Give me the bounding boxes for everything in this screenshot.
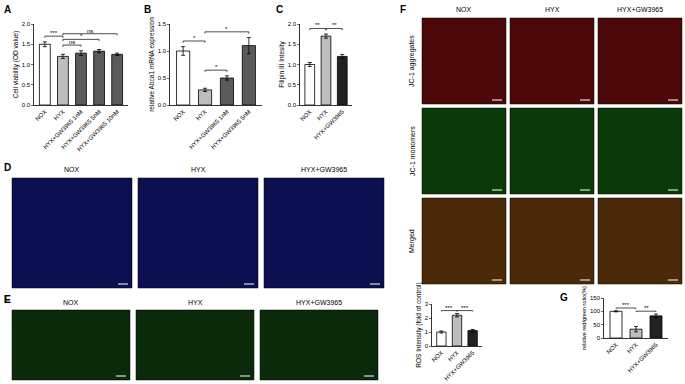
svg-text:NOX: NOX xyxy=(173,109,186,122)
svg-text:E: E xyxy=(4,294,11,305)
svg-text:HYX: HYX xyxy=(626,342,639,355)
svg-text:*: * xyxy=(215,64,218,70)
svg-text:HYX+GW3965: HYX+GW3965 xyxy=(443,349,476,382)
svg-text:Cell viability (OD value): Cell viability (OD value) xyxy=(12,31,20,99)
svg-text:HYX+GW3965: HYX+GW3965 xyxy=(296,299,342,306)
svg-text:0.5: 0.5 xyxy=(288,82,297,88)
svg-text:2.0: 2.0 xyxy=(22,21,31,27)
svg-text:F: F xyxy=(400,4,406,15)
svg-text:2: 2 xyxy=(425,315,429,321)
svg-text:2.0: 2.0 xyxy=(288,21,297,27)
svg-text:JC-1 monomers: JC-1 monomers xyxy=(409,126,416,176)
svg-text:HYX: HYX xyxy=(316,109,329,122)
svg-text:relative red/green ratio(%): relative red/green ratio(%) xyxy=(581,286,587,350)
svg-text:0.0: 0.0 xyxy=(22,102,31,108)
svg-text:*: * xyxy=(193,35,196,41)
svg-text:NOX: NOX xyxy=(64,166,80,173)
svg-text:1.5: 1.5 xyxy=(158,21,167,27)
svg-text:HYX+GW3965 1nM: HYX+GW3965 1nM xyxy=(188,109,230,151)
svg-text:***: *** xyxy=(445,305,453,311)
svg-text:NOX: NOX xyxy=(34,109,47,122)
svg-text:1.0: 1.0 xyxy=(288,62,297,68)
svg-text:HYX: HYX xyxy=(188,299,203,306)
svg-text:***: *** xyxy=(461,305,469,311)
svg-text:1.0: 1.0 xyxy=(158,48,167,54)
svg-text:HYX+GW3965 1nM: HYX+GW3965 1nM xyxy=(42,109,84,151)
svg-text:1: 1 xyxy=(425,329,429,335)
svg-text:0: 0 xyxy=(425,343,429,349)
svg-text:50: 50 xyxy=(593,322,600,328)
svg-text:HYX: HYX xyxy=(545,6,560,13)
svg-text:HYX+GW3965 5nM: HYX+GW3965 5nM xyxy=(60,109,102,151)
svg-text:***: *** xyxy=(50,30,58,36)
svg-text:*: * xyxy=(225,26,228,32)
svg-text:*: * xyxy=(80,33,83,39)
svg-text:0.5: 0.5 xyxy=(158,75,167,81)
svg-text:HYX+GW3965: HYX+GW3965 xyxy=(617,6,663,13)
svg-text:ns: ns xyxy=(69,39,75,45)
svg-text:C: C xyxy=(276,4,283,15)
svg-text:1.5: 1.5 xyxy=(288,41,297,47)
svg-text:HYX+GW3965 5nM: HYX+GW3965 5nM xyxy=(210,109,252,151)
svg-text:***: *** xyxy=(622,302,630,308)
svg-text:3: 3 xyxy=(425,301,429,307)
svg-text:HYX+GW3965 10nM: HYX+GW3965 10nM xyxy=(76,109,120,153)
svg-text:Merged: Merged xyxy=(408,229,416,253)
svg-text:1.0: 1.0 xyxy=(22,62,31,68)
svg-text:D: D xyxy=(4,162,11,173)
svg-text:Filipin III Intesity: Filipin III Intesity xyxy=(278,40,286,87)
svg-text:NOX: NOX xyxy=(456,6,472,13)
svg-text:150: 150 xyxy=(590,295,601,301)
svg-text:**: ** xyxy=(332,22,337,28)
svg-text:HYX: HYX xyxy=(53,109,66,122)
svg-text:**: ** xyxy=(315,22,320,28)
svg-text:0.0: 0.0 xyxy=(158,102,167,108)
svg-text:B: B xyxy=(144,4,151,15)
svg-text:NOX: NOX xyxy=(605,342,618,355)
svg-text:HYX+GW3965: HYX+GW3965 xyxy=(313,108,346,141)
svg-text:0.0: 0.0 xyxy=(288,102,297,108)
svg-text:HYX: HYX xyxy=(447,350,460,363)
svg-text:**: ** xyxy=(644,305,649,311)
svg-text:HYX: HYX xyxy=(195,109,208,122)
svg-text:relative Abca1 mRNA expression: relative Abca1 mRNA expression xyxy=(148,17,156,112)
svg-text:ns: ns xyxy=(87,28,93,34)
svg-text:0: 0 xyxy=(597,335,601,341)
svg-text:ROS Intensity (fold of control: ROS Intensity (fold of control) xyxy=(415,282,423,367)
svg-text:NOX: NOX xyxy=(299,109,312,122)
svg-text:HYX: HYX xyxy=(191,166,206,173)
svg-text:G: G xyxy=(560,292,568,303)
svg-text:1.5: 1.5 xyxy=(22,41,31,47)
svg-text:A: A xyxy=(4,4,11,15)
svg-text:HYX+GW3965: HYX+GW3965 xyxy=(301,166,347,173)
svg-text:NOX: NOX xyxy=(63,299,79,306)
svg-text:NOX: NOX xyxy=(431,350,444,363)
svg-text:HYX+GW3965: HYX+GW3965 xyxy=(627,341,660,374)
svg-text:100: 100 xyxy=(590,308,601,314)
svg-text:0.5: 0.5 xyxy=(22,82,31,88)
svg-text:E: E xyxy=(4,294,11,305)
svg-text:JC-1 aggregates: JC-1 aggregates xyxy=(408,35,416,87)
